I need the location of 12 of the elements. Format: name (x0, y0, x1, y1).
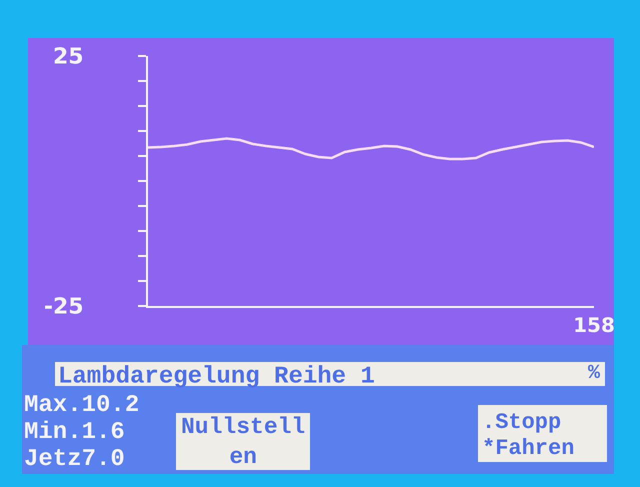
y-tick-label: -25 (44, 294, 84, 320)
y-axis-title: % (588, 362, 601, 385)
text: Jetz7.0 (24, 446, 125, 473)
line-series (148, 137, 594, 160)
text: Min.1.6 (24, 419, 125, 446)
text: Max.10.2 (24, 392, 140, 419)
text: .Stopp (482, 410, 562, 435)
text: Lambdaregelung Reihe 1 (58, 363, 375, 390)
x-tick-label: 158 (573, 313, 615, 337)
y-tick-label: 25 (52, 44, 84, 70)
text: Nullstellen (181, 414, 306, 470)
text: *Fahren (482, 436, 574, 461)
